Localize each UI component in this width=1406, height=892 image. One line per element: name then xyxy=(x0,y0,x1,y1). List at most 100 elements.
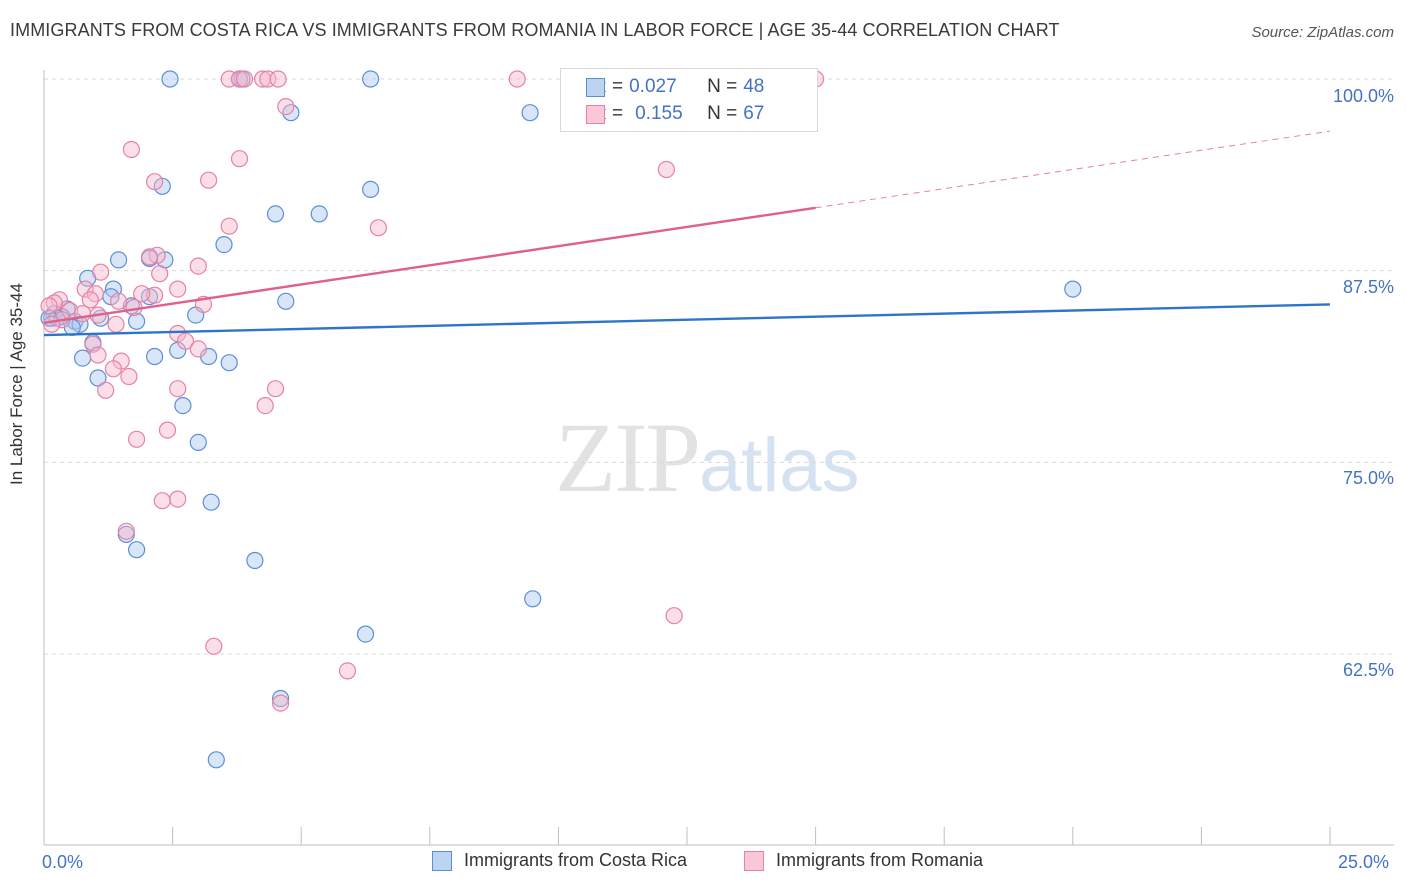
legend-row-romania: R = 0.155 N = 67 xyxy=(586,101,765,127)
data-point xyxy=(266,205,285,223)
trend-line xyxy=(43,206,816,324)
data-point xyxy=(207,751,225,769)
watermark-atlas: atlas xyxy=(699,423,860,508)
data-point xyxy=(362,70,380,88)
data-point xyxy=(107,315,125,333)
data-point xyxy=(117,522,135,540)
data-point xyxy=(104,360,123,378)
legend-swatch-pink xyxy=(586,104,605,124)
data-point xyxy=(220,354,238,372)
data-point xyxy=(89,369,107,387)
gridlines xyxy=(44,78,1394,655)
data-point xyxy=(215,236,233,254)
trend-lines xyxy=(43,130,1331,337)
chart-title: IMMIGRANTS FROM COSTA RICA VS IMMIGRANTS… xyxy=(10,20,1060,40)
y-tick-label: 62.5% xyxy=(1342,660,1394,680)
data-point xyxy=(161,70,179,88)
data-point xyxy=(189,257,207,275)
data-point xyxy=(189,433,207,451)
data-point xyxy=(174,397,192,415)
trend-line-extension xyxy=(815,130,1331,209)
data-point xyxy=(521,104,539,122)
source-credit: Source: ZipAtlas.com xyxy=(1251,24,1394,41)
y-axis-label: In Labor Force | Age 35-44 xyxy=(7,283,26,485)
data-point xyxy=(122,140,140,159)
y-tick-label: 100.0% xyxy=(1332,86,1394,106)
data-point xyxy=(169,280,187,298)
data-point xyxy=(133,285,151,303)
data-point xyxy=(128,541,146,559)
legend-label: Immigrants from Costa Rica xyxy=(464,850,688,870)
data-point xyxy=(362,180,380,198)
data-point xyxy=(97,381,115,399)
legend-item-costa-rica: Immigrants from Costa Rica xyxy=(432,850,687,871)
legend-n-value: 48 xyxy=(743,76,765,97)
data-point xyxy=(120,367,138,386)
data-point xyxy=(1064,280,1082,298)
data-point xyxy=(236,70,254,88)
axes xyxy=(43,70,1394,846)
data-point xyxy=(230,70,249,88)
data-point xyxy=(272,694,290,712)
data-point xyxy=(158,421,177,439)
data-point xyxy=(269,70,287,88)
legend-n-value: 67 xyxy=(743,103,765,124)
data-point xyxy=(128,430,146,448)
data-point xyxy=(277,292,295,310)
data-point xyxy=(128,312,146,330)
data-point xyxy=(338,662,357,680)
legend-n-label: N = xyxy=(707,76,738,97)
legend-item-romania: Immigrants from Romania xyxy=(744,850,983,871)
legend-row-costa-rica: R = 0.027 N = 48 xyxy=(586,74,765,100)
legend-n-label: N = xyxy=(707,103,738,124)
data-point xyxy=(40,297,58,315)
data-point xyxy=(151,265,169,283)
data-point xyxy=(91,263,110,281)
data-point xyxy=(369,219,387,237)
legend-swatch-blue xyxy=(586,77,605,97)
data-point xyxy=(189,340,207,358)
data-point xyxy=(73,305,92,323)
series-costa-rica-points xyxy=(40,70,1082,769)
data-point xyxy=(176,332,195,350)
data-point xyxy=(246,551,264,570)
data-point xyxy=(146,286,164,304)
data-point xyxy=(84,335,102,353)
data-point xyxy=(200,171,218,189)
data-point xyxy=(230,150,249,168)
data-point xyxy=(45,294,63,312)
data-point xyxy=(310,205,328,223)
data-point xyxy=(153,492,171,510)
data-point xyxy=(665,607,683,625)
y-tick-label: 87.5% xyxy=(1342,277,1394,297)
data-point xyxy=(169,380,187,398)
data-point xyxy=(272,689,290,708)
data-point xyxy=(205,637,223,655)
data-point xyxy=(508,70,526,88)
data-point xyxy=(202,493,220,511)
data-point xyxy=(256,397,274,415)
x-tick-label: 0.0% xyxy=(42,852,84,872)
data-point xyxy=(657,160,676,179)
data-point xyxy=(109,251,128,269)
data-point xyxy=(50,291,69,309)
data-point xyxy=(43,315,61,333)
data-point xyxy=(356,625,375,643)
legend-r-value: 0.027 xyxy=(629,76,677,97)
data-point xyxy=(524,590,542,608)
data-point xyxy=(146,173,164,191)
data-point xyxy=(73,349,92,367)
data-point xyxy=(220,217,238,235)
watermark: ZIPatlas xyxy=(555,400,860,515)
data-point xyxy=(81,291,99,309)
legend-swatch-pink xyxy=(744,850,764,871)
data-point xyxy=(146,347,164,366)
data-point xyxy=(140,248,159,266)
data-point xyxy=(266,380,285,398)
y-tick-label: 75.0% xyxy=(1342,468,1394,488)
series-romania-points xyxy=(40,70,825,712)
data-point xyxy=(109,292,128,310)
data-point xyxy=(169,490,187,508)
legend-label: Immigrants from Romania xyxy=(776,850,984,870)
